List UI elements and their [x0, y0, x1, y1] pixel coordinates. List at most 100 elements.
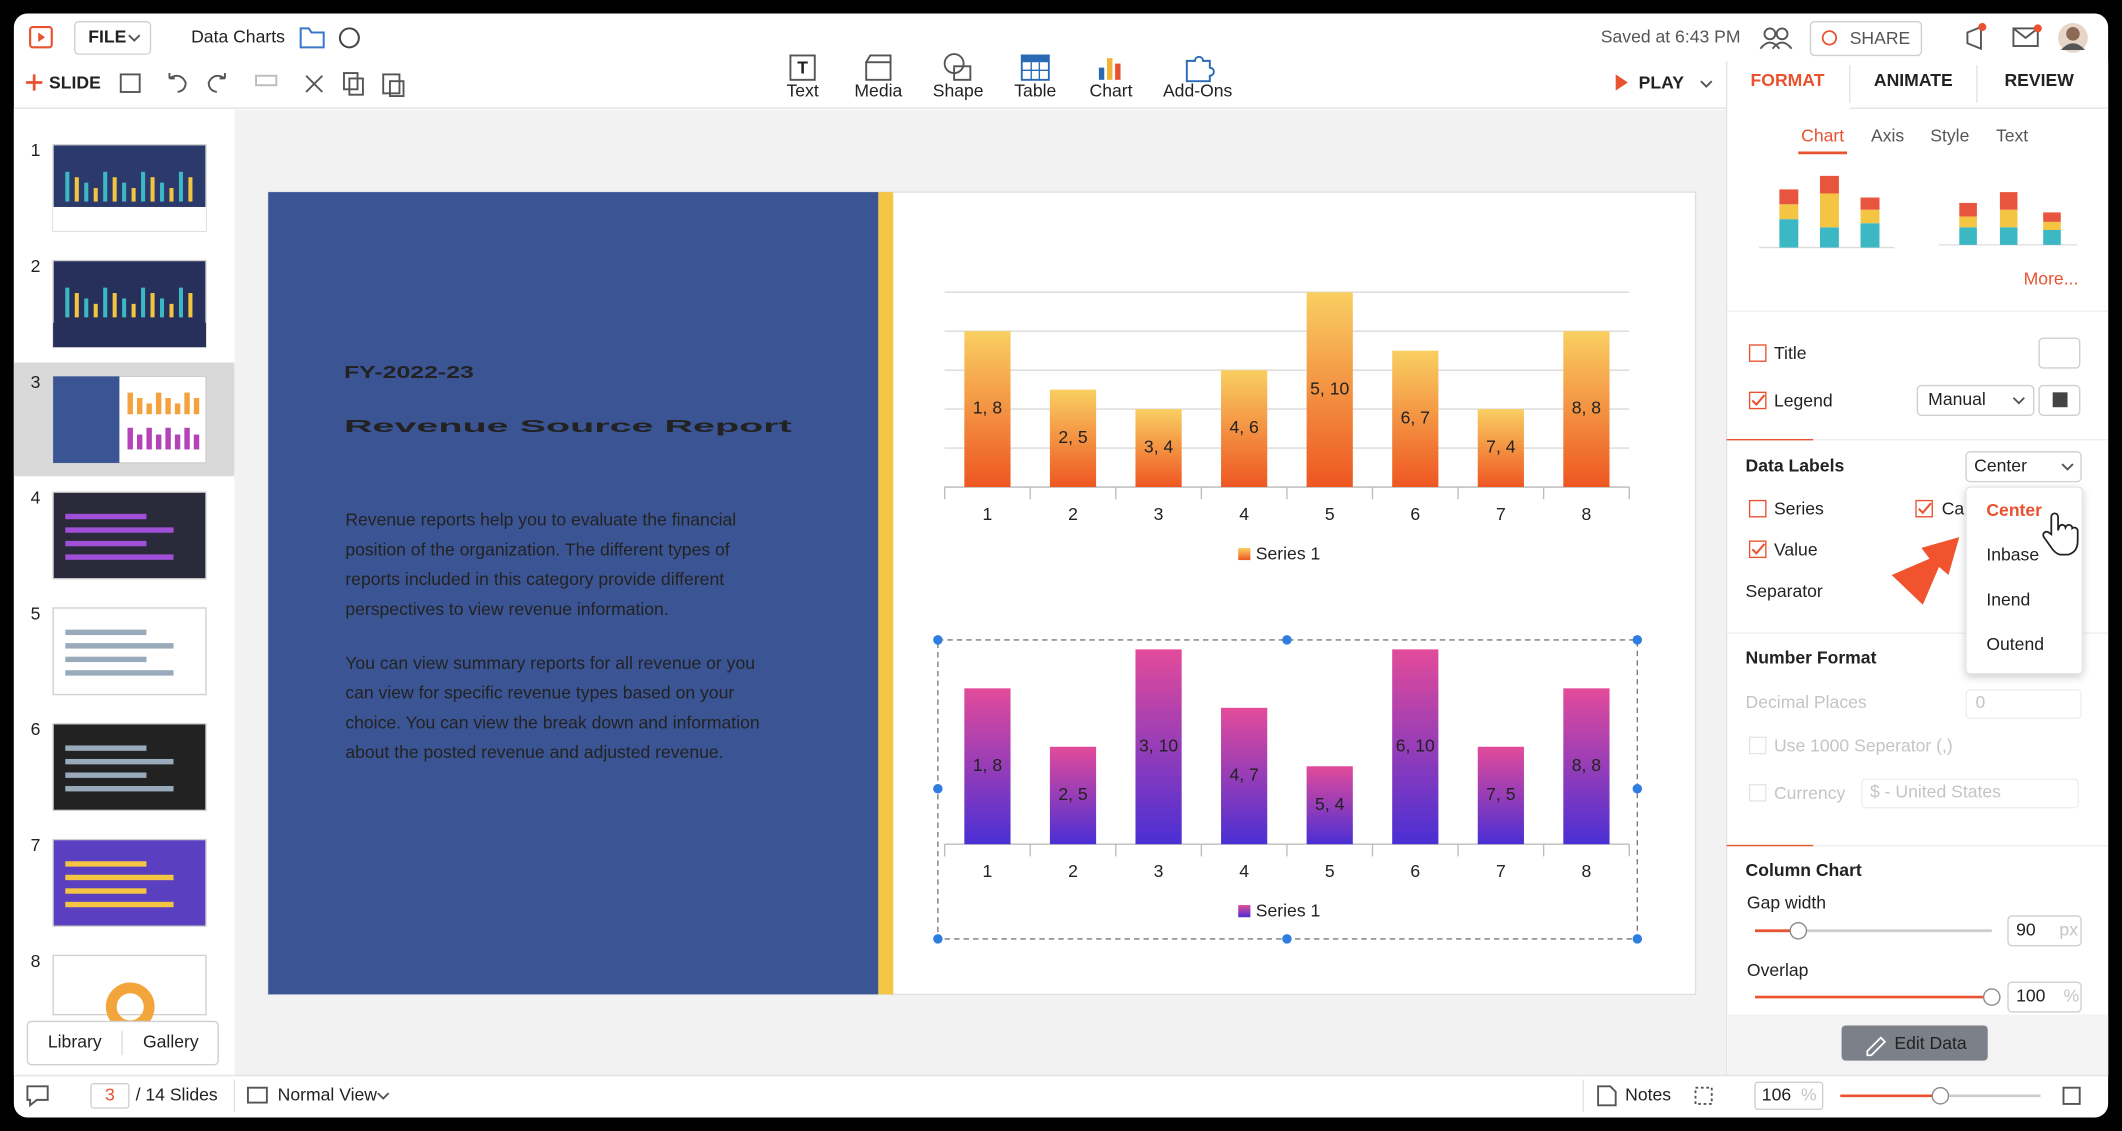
menu-option[interactable]: Inend — [1986, 589, 2030, 609]
mail[interactable] — [2012, 24, 2042, 47]
slide-thumbnail[interactable] — [52, 491, 207, 580]
position-menu: Center Inbase Inend Outend — [1965, 486, 2084, 675]
file-menu[interactable]: FILE — [74, 20, 152, 55]
globe-icon[interactable] — [338, 27, 360, 49]
thumbnail-bar — [127, 427, 133, 450]
shape — [2066, 27, 2080, 41]
collaborators[interactable] — [1759, 27, 1793, 50]
layout-icon[interactable] — [119, 73, 141, 93]
insert-text[interactable]: T Text — [786, 54, 819, 101]
currency-dropdown: $ - United States — [1861, 778, 2080, 809]
value-option: Value — [1774, 539, 1818, 559]
x-tick-label: 2 — [1068, 504, 1078, 524]
slide-thumbnail[interactable] — [52, 607, 207, 696]
new-slide-button[interactable]: SLIDE — [26, 73, 101, 93]
axis-subtab[interactable]: Axis — [1871, 125, 1904, 145]
slide-thumbnail[interactable] — [52, 259, 207, 348]
slide-thumbnail[interactable] — [52, 144, 207, 233]
chart-subtab[interactable]: Chart — [1801, 125, 1844, 145]
label-position-dropdown[interactable]: Center — [1965, 451, 2082, 483]
thumbnail-bar — [136, 398, 143, 415]
checkbox[interactable] — [1748, 344, 1767, 362]
slide-number: 8 — [31, 951, 41, 971]
style-subtab[interactable]: Style — [1930, 125, 1969, 145]
checkbox[interactable] — [1748, 499, 1767, 518]
column-chart-heading: Column Chart — [1746, 860, 1862, 880]
zoom-input[interactable]: 106% — [1754, 1081, 1824, 1111]
announcements[interactable] — [1966, 22, 1987, 51]
more-link[interactable]: More... — [2024, 269, 2079, 289]
animate-tab[interactable]: ANIMATE — [1874, 70, 1953, 90]
checkbox-checked[interactable] — [1915, 499, 1933, 518]
notes-button[interactable]: Notes — [1597, 1084, 1671, 1107]
gap-width-slider[interactable] — [1755, 921, 1992, 940]
text-subtab[interactable]: Text — [1996, 125, 2028, 145]
thumbnail-bar — [188, 293, 193, 318]
thumbnail-frame — [52, 491, 207, 580]
thumbnail-bar — [84, 182, 89, 202]
x-tick-label: 6 — [1410, 504, 1420, 524]
paragraph-line: about the posted revenue and adjusted re… — [345, 742, 723, 762]
avatar[interactable] — [2058, 22, 2088, 53]
paste-icon[interactable] — [382, 73, 405, 98]
label: PLAY — [1639, 73, 1685, 93]
fullscreen-icon[interactable] — [2062, 1086, 2081, 1105]
slide-thumbnail[interactable] — [52, 375, 207, 464]
cut-icon[interactable] — [305, 75, 324, 93]
thumbnail-bar — [65, 287, 70, 318]
redo-icon[interactable] — [207, 73, 226, 93]
overlap-slider[interactable] — [1755, 988, 2001, 1006]
insert-table[interactable]: Table — [1014, 54, 1056, 101]
bar — [1135, 649, 1182, 845]
checkbox-checked[interactable] — [1748, 391, 1767, 410]
format-tab[interactable]: FORMAT — [1751, 70, 1825, 90]
slide-thumbnail[interactable] — [52, 954, 207, 1032]
thumbnail-footer — [53, 206, 206, 232]
insert-shape[interactable]: Shape — [933, 53, 984, 101]
copy-icon[interactable] — [343, 72, 364, 96]
overlap-input[interactable]: 100% — [2007, 981, 2082, 1013]
legend-swatch — [1238, 905, 1251, 918]
label: 0 — [1976, 692, 1986, 712]
legend-position-dropdown[interactable]: Manual — [1916, 384, 2035, 417]
menu-option[interactable]: Inbase — [1986, 545, 2039, 565]
chat-icon[interactable] — [26, 1085, 49, 1108]
title-style-button[interactable] — [2038, 337, 2081, 369]
edit-data-button[interactable]: Edit Data — [1841, 1025, 1988, 1061]
chart-style-preview[interactable] — [1939, 192, 2078, 246]
shape — [343, 72, 359, 91]
thumbnail-line — [65, 540, 147, 547]
chart-style-preview[interactable] — [1759, 175, 1895, 249]
menu-option[interactable]: Outend — [1986, 634, 2044, 654]
shape — [1959, 202, 1977, 217]
checkbox-checked[interactable] — [1748, 540, 1767, 559]
shape — [1751, 394, 1766, 407]
gap-width-input[interactable]: 90 px — [2007, 915, 2082, 947]
library-tab[interactable]: Library — [48, 1032, 102, 1052]
insert-media[interactable]: Media — [854, 54, 903, 101]
data-label: 2, 5 — [1058, 427, 1088, 447]
format-painter[interactable] — [255, 74, 278, 87]
insert-chart[interactable]: Chart — [1090, 58, 1133, 101]
shape — [1700, 80, 1713, 88]
zoom-slider[interactable] — [1840, 1087, 2041, 1105]
slide-thumbnail[interactable] — [52, 723, 207, 812]
review-tab[interactable]: REVIEW — [2004, 70, 2074, 90]
thumbnail-bar — [131, 303, 136, 318]
slide-number-input[interactable] — [90, 1082, 130, 1109]
insert-addons[interactable]: Add-Ons — [1163, 55, 1233, 101]
slide-thumbnail[interactable] — [52, 838, 207, 927]
undo-icon[interactable] — [168, 73, 187, 93]
thumbnail-bar — [184, 427, 190, 450]
share-button[interactable]: SHARE — [1809, 20, 1923, 57]
thumbnail-line — [65, 901, 174, 908]
shape — [1763, 27, 1777, 41]
top-bar: FILE Data Charts Saved at 6:43 PM SHARE — [29, 20, 2088, 57]
folder-icon[interactable] — [299, 27, 325, 49]
view-selector[interactable]: Normal View — [246, 1084, 390, 1104]
menu-option[interactable]: Center — [1986, 500, 2042, 520]
play-button[interactable]: PLAY — [1615, 73, 1713, 93]
shape — [2033, 24, 2042, 33]
gallery-tab[interactable]: Gallery — [143, 1032, 199, 1052]
